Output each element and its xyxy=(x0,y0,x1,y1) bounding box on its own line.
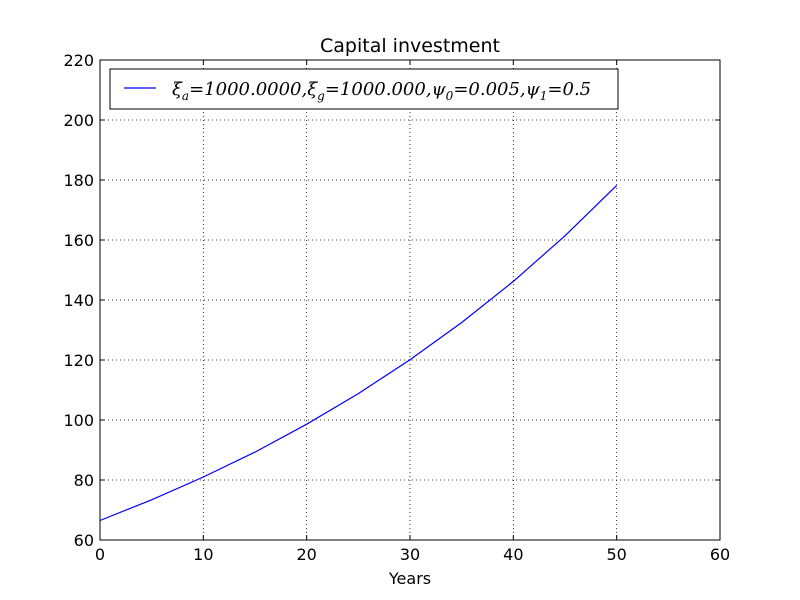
tick-labels: 0 10 20 30 40 50 60 60 80 100 120 140 160 180 200 220 xyxy=(63,51,730,564)
x-tick-label: 60 xyxy=(710,545,730,564)
y-tick-label: 160 xyxy=(63,231,94,250)
y-tick-label: 60 xyxy=(74,531,94,550)
chart-title: Capital investment xyxy=(320,35,500,57)
y-tick-label: 80 xyxy=(74,471,94,490)
series-line xyxy=(99,184,618,522)
legend-label: ξa​=1000.0000,ξg​=1000.000,ψ0​=0.005,ψ1​… xyxy=(172,79,591,103)
legend-box xyxy=(109,68,619,110)
y-tick-label: 200 xyxy=(63,111,94,130)
x-tick-label: 40 xyxy=(503,545,523,564)
grid xyxy=(100,60,720,540)
y-tick-label: 220 xyxy=(63,51,94,70)
x-tick-label: 0 xyxy=(95,545,105,564)
ticks xyxy=(99,59,721,541)
x-tick-label: 10 xyxy=(193,545,213,564)
y-tick-label: 100 xyxy=(63,411,94,430)
y-tick-label: 180 xyxy=(63,171,94,190)
x-tick-label: 50 xyxy=(606,545,626,564)
y-tick-label: 140 xyxy=(63,291,94,310)
x-axis-label: Years xyxy=(388,569,431,588)
legend: ξa​=1000.0000,ξg​=1000.000,ψ0​=0.005,ψ1​… xyxy=(109,68,619,110)
y-tick-label: 120 xyxy=(63,351,94,370)
x-tick-label: 20 xyxy=(296,545,316,564)
x-tick-label: 30 xyxy=(400,545,420,564)
